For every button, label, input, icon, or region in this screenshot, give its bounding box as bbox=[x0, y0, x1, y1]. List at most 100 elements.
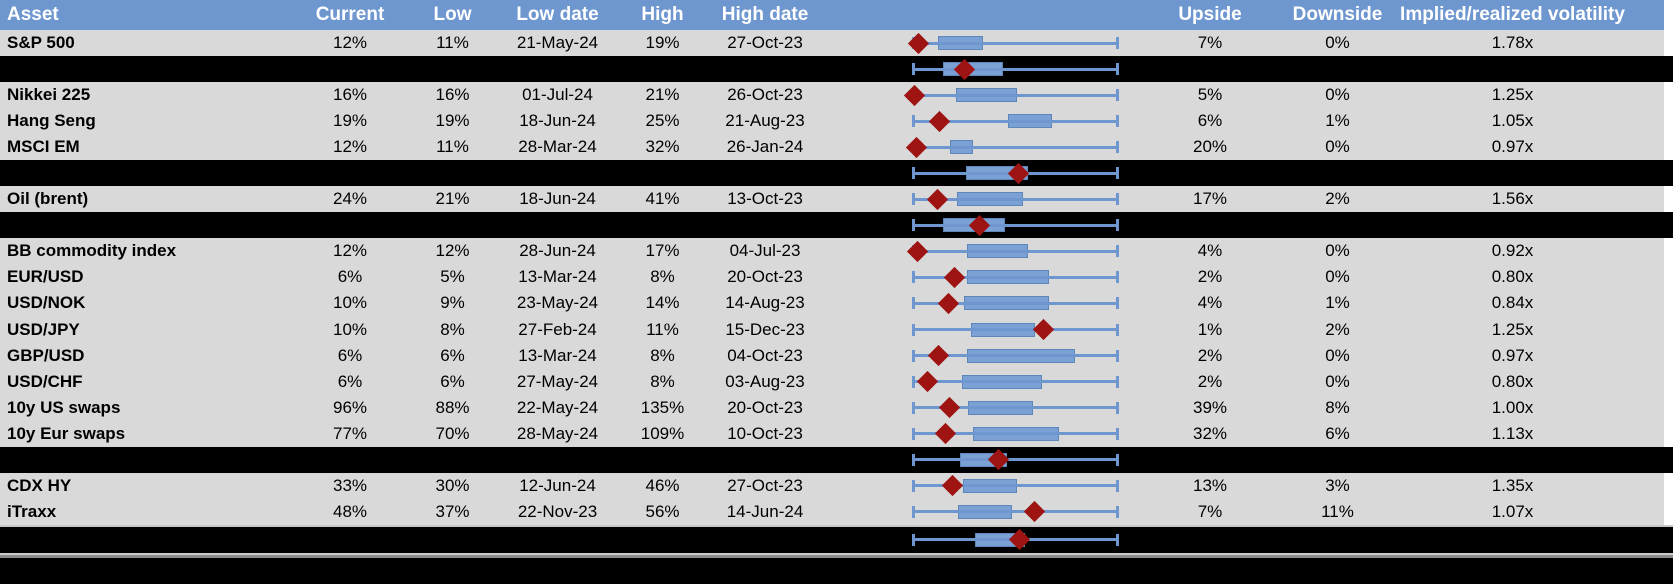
header-upside: Upside bbox=[1178, 4, 1242, 25]
header-low-date: Low date bbox=[516, 4, 599, 25]
asset-name: Hang Seng bbox=[7, 111, 96, 131]
edge-spacer bbox=[1625, 447, 1673, 473]
implied-realized-ratio: 0.92x bbox=[1491, 241, 1534, 261]
whisker-tick-max bbox=[1116, 193, 1119, 206]
header-edge-spacer bbox=[1625, 0, 1673, 30]
downside-value: 0% bbox=[1325, 241, 1350, 261]
high-value: 41% bbox=[645, 189, 680, 209]
current-value: 10% bbox=[332, 319, 368, 339]
current-level-marker-icon bbox=[929, 110, 951, 132]
low-date: 18-Jun-24 bbox=[519, 111, 596, 131]
table-row: S&P 500 12% 11% 21-May-24 19% 27-Oct-23 … bbox=[0, 30, 1673, 57]
current-value: 33% bbox=[332, 475, 368, 495]
whisker-tick-max bbox=[1116, 401, 1119, 414]
edge-spacer bbox=[1625, 558, 1673, 584]
whisker-tick-max bbox=[1116, 115, 1119, 128]
whisker-tick-min bbox=[912, 533, 915, 546]
low-date: 21-May-24 bbox=[516, 33, 599, 53]
low-value: 11% bbox=[436, 33, 469, 53]
table-row bbox=[0, 446, 1673, 473]
table-row: 10y US swaps 96% 88% 22-May-24 135% 20-O… bbox=[0, 394, 1673, 421]
implied-realized-ratio: 1.35x bbox=[1491, 475, 1534, 495]
downside-value: 11% bbox=[1321, 501, 1354, 521]
current-level-marker-icon bbox=[939, 397, 961, 419]
high-date: 26-Jan-24 bbox=[726, 137, 804, 157]
current-level-marker-icon bbox=[942, 475, 964, 497]
whisker-tick-max bbox=[1116, 533, 1119, 546]
whisker-tick-max bbox=[1116, 271, 1119, 284]
whisker-tick-max bbox=[1116, 245, 1119, 258]
high-date: 27-Oct-23 bbox=[727, 33, 803, 53]
whisker-line bbox=[913, 406, 1117, 410]
header-row: Asset Current Low Low date High High dat… bbox=[0, 0, 1673, 30]
current-value: 16% bbox=[332, 85, 368, 105]
high-date: 13-Oct-23 bbox=[727, 189, 803, 209]
current-level-marker-icon bbox=[927, 344, 949, 367]
current-value: 10% bbox=[332, 293, 368, 313]
asset-name: BB commodity index bbox=[7, 241, 177, 261]
table-row: EUR/USD 6% 5% 13-Mar-24 8% 20-Oct-23 2% … bbox=[0, 264, 1673, 291]
low-value: 8% bbox=[440, 319, 465, 339]
boxplot-cell bbox=[815, 160, 1145, 186]
whisker-tick-min bbox=[912, 167, 915, 180]
asset-name: 10y US swaps bbox=[7, 397, 121, 417]
boxplot-cell bbox=[815, 82, 1145, 108]
high-date: 10-Oct-23 bbox=[727, 423, 803, 443]
high-value: 21% bbox=[645, 85, 680, 105]
whisker-tick-max bbox=[1116, 505, 1119, 518]
table-row: USD/CHF 6% 6% 27-May-24 8% 03-Aug-23 2% … bbox=[0, 368, 1673, 395]
implied-realized-ratio: 0.97x bbox=[1491, 137, 1534, 157]
edge-spacer bbox=[1625, 82, 1673, 109]
low-value: 6% bbox=[440, 371, 465, 391]
current-value: 12% bbox=[332, 137, 368, 157]
edge-spacer bbox=[1625, 264, 1673, 291]
asset-name: 10y Eur swaps bbox=[7, 423, 126, 443]
current-level-marker-icon bbox=[926, 188, 948, 210]
high-value: 25% bbox=[645, 111, 680, 131]
low-date: 13-Mar-24 bbox=[518, 345, 597, 365]
low-date: 12-Jun-24 bbox=[519, 475, 596, 495]
low-value: 11% bbox=[436, 137, 469, 157]
current-value: 48% bbox=[332, 501, 368, 521]
whisker-tick-max bbox=[1116, 479, 1119, 492]
boxplot bbox=[912, 343, 1119, 369]
edge-spacer bbox=[1625, 342, 1673, 369]
boxplot bbox=[912, 212, 1119, 238]
implied-realized-ratio: 0.80x bbox=[1491, 267, 1534, 287]
implied-realized-ratio: 0.84x bbox=[1491, 293, 1534, 313]
downside-value: 8% bbox=[1325, 397, 1350, 417]
current-level-marker-icon bbox=[1033, 318, 1055, 341]
boxplot-cell bbox=[815, 421, 1145, 447]
downside-value: 0% bbox=[1325, 371, 1350, 391]
asset-name: Oil (brent) bbox=[7, 189, 89, 209]
current-value: 12% bbox=[332, 33, 368, 53]
boxplot-cell bbox=[815, 369, 1145, 395]
low-value: 9% bbox=[440, 293, 465, 313]
boxplot-cell bbox=[815, 30, 1145, 56]
boxplot-cell bbox=[815, 343, 1145, 369]
downside-value: 1% bbox=[1325, 293, 1350, 313]
whisker-tick-max bbox=[1116, 349, 1119, 362]
header-implied-realized-volatility: Implied/realized volatility bbox=[1400, 4, 1625, 25]
low-date: 27-May-24 bbox=[516, 371, 599, 391]
boxplot bbox=[906, 238, 1119, 264]
downside-value: 3% bbox=[1325, 475, 1350, 495]
asset-name: MSCI EM bbox=[7, 137, 80, 157]
whisker-tick-min bbox=[912, 193, 915, 206]
boxplot bbox=[912, 108, 1119, 134]
table-row: BB commodity index 12% 12% 28-Jun-24 17%… bbox=[0, 238, 1673, 265]
current-value: 6% bbox=[337, 371, 363, 391]
low-value: 6% bbox=[440, 345, 465, 365]
header-low: Low bbox=[433, 4, 472, 25]
whisker-tick-max bbox=[1116, 37, 1119, 50]
whisker-tick-min bbox=[912, 297, 915, 310]
boxplot-cell bbox=[815, 186, 1145, 212]
upside-value: 4% bbox=[1197, 241, 1223, 261]
header-plot-spacer bbox=[815, 0, 1145, 30]
whisker-tick-min bbox=[912, 271, 915, 284]
high-value: 46% bbox=[645, 475, 680, 495]
whisker-tick-min bbox=[912, 375, 915, 388]
current-level-marker-icon bbox=[934, 423, 956, 445]
whisker-line bbox=[913, 67, 1117, 71]
